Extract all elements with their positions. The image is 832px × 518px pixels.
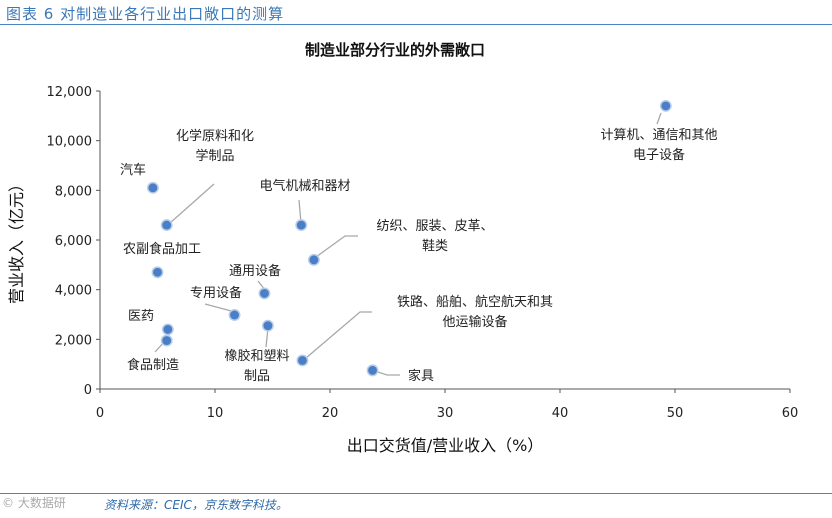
data-point-label: 计算机、通信和其他 [600,128,717,143]
data-point [160,219,173,232]
data-point-label: 家具 [408,368,434,384]
data-point-label: 铁路、船舶、航空航天和其 [397,294,553,310]
x-axis-title: 出口交货值/营业收入（%） [347,436,544,455]
data-point [151,266,164,279]
data-point [146,181,159,194]
source-note: 资料来源：CEIC，京东数字科技。 [104,498,288,512]
y-tick-label: 12,000 [47,85,93,100]
figure-header: 图表 6 对制造业各行业出口敞口的测算 [0,0,832,26]
x-tick-label: 20 [322,406,339,421]
data-point [261,319,274,332]
leader-line [374,370,400,376]
y-tick-label: 2,000 [55,333,92,348]
y-tick-label: 8,000 [55,184,92,199]
data-point-label: 制品 [244,369,270,384]
leader-line [305,311,372,359]
x-tick-label: 10 [207,406,224,421]
data-point [659,99,672,112]
x-tick-label: 0 [96,406,104,421]
data-point [160,334,173,347]
header-divider [0,24,832,25]
x-tick-label: 60 [782,406,799,421]
data-point-label: 电子设备 [633,147,685,163]
data-point [366,364,379,377]
data-point [296,354,309,367]
data-point [161,323,174,336]
data-point-label: 化学原料和化 [176,128,254,144]
data-point-label: 汽车 [120,162,146,178]
y-tick-label: 4,000 [55,284,92,299]
data-point-label: 专用设备 [190,285,242,301]
y-tick-label: 6,000 [55,234,92,249]
leader-line [315,235,358,258]
data-point-label: 通用设备 [229,263,281,279]
data-point-label: 农副食品加工 [123,241,201,257]
data-point-label: 他运输设备 [442,314,507,330]
data-point-label: 医药 [128,309,154,324]
y-axis-ticks: 0 2,000 4,000 6,000 8,000 10,000 12,000 [47,85,100,398]
data-point-label: 食品制造 [127,357,179,373]
data-point-label: 学制品 [195,148,234,164]
x-tick-label: 40 [552,406,569,421]
y-axis-title: 营业收入（亿元） [7,176,26,304]
chart-title: 制造业部分行业的外需敞口 [305,41,485,59]
data-point-label: 橡胶和塑料 [224,348,289,364]
data-point [258,287,271,300]
x-axis-ticks: 0 10 20 30 40 50 60 [96,389,798,421]
figure-title: 图表 6 对制造业各行业出口敞口的测算 [6,5,285,23]
data-point [295,219,308,232]
y-tick-label: 10,000 [47,135,93,150]
watermark: © 大数据研 [2,496,66,510]
data-point-label: 纺织、服装、皮革、 [376,219,493,234]
y-tick-label: 0 [84,383,92,398]
leader-line [656,112,662,125]
leader-line [169,183,215,224]
data-points [146,99,672,377]
leader-line [298,199,302,224]
data-point-label: 电气机械和器材 [259,178,350,194]
data-point-label: 鞋类 [422,238,448,254]
data-point [307,253,320,266]
x-tick-label: 30 [437,406,454,421]
label-leader-lines [154,112,662,376]
footer-divider [0,493,832,494]
leader-line [204,303,236,313]
data-point [228,309,241,321]
x-tick-label: 50 [667,406,684,421]
